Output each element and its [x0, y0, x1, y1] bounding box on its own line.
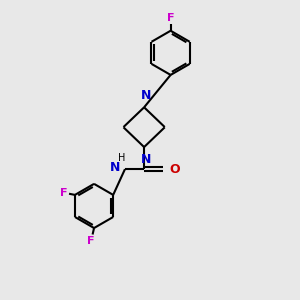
Text: O: O: [169, 163, 180, 176]
Text: N: N: [140, 153, 151, 166]
Text: F: F: [87, 236, 95, 246]
Text: N: N: [110, 161, 121, 174]
Text: F: F: [167, 13, 174, 22]
Text: H: H: [118, 153, 125, 163]
Text: F: F: [60, 188, 68, 198]
Text: N: N: [140, 89, 151, 102]
